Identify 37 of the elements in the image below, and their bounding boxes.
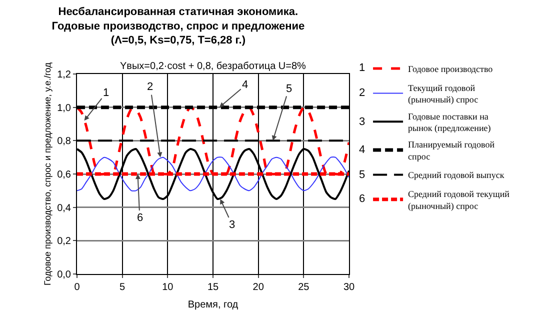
- x-tick-label: 20: [252, 282, 264, 293]
- legend-label: Планируемый годовой спрос: [408, 140, 495, 162]
- y-tick-label: 0,4: [57, 202, 72, 214]
- x-tick-label: 5: [120, 282, 126, 293]
- annotation: 2: [147, 81, 154, 93]
- text: 4: [359, 144, 366, 156]
- x-tick-label: 30: [343, 282, 355, 293]
- x-tick-label: 25: [298, 282, 310, 293]
- y-axis-title: Годовое производство, спрос и предложение, у.е./год: [42, 62, 52, 286]
- x-tick-label: 15: [207, 282, 219, 293]
- legend-label: Текущий годовой (рыночный) спрос: [408, 82, 478, 105]
- text: 5: [359, 169, 366, 181]
- annotation: 5: [286, 83, 292, 95]
- text: 3: [359, 116, 366, 128]
- legend-label: Средний годовой текущий (рыночный) спрос: [408, 189, 510, 211]
- legend-label: Годовые поставки на рынок (предложение): [408, 111, 491, 133]
- y-tick-label: 1,0: [57, 102, 72, 114]
- legend-label: Годовое производство: [408, 64, 494, 74]
- x-axis-title: Время, год: [188, 300, 238, 310]
- y-tick-label: 0,8: [57, 136, 72, 148]
- y-tick-label: 0,6: [57, 170, 72, 180]
- y-tick-label: 0,0: [57, 270, 72, 280]
- x-tick-label: 10: [162, 282, 174, 293]
- annotation: 4: [242, 79, 248, 91]
- annotation: 1: [103, 87, 110, 99]
- y-tick-label: 0,2: [57, 236, 72, 248]
- line-series: [77, 106, 349, 176]
- x-tick-label: 0: [74, 282, 80, 293]
- annotation: 3: [229, 219, 236, 231]
- text: 1: [359, 62, 366, 74]
- chart-title: Несбалансированная статичная экономика. Годовые производство, спрос и предложение (Λ=0,5, Ks=0,75, T=6,28 г.): [52, 6, 305, 47]
- chart-subtitle: Yвых=0,2·cost + 0,8, безработица U=8%: [120, 61, 306, 72]
- text: 2: [359, 87, 366, 99]
- legend-label: Средний годовой выпуск: [408, 170, 505, 180]
- y-tick-label: 1,2: [57, 70, 72, 80]
- annotation: 6: [137, 212, 144, 224]
- text: 6: [359, 193, 366, 205]
